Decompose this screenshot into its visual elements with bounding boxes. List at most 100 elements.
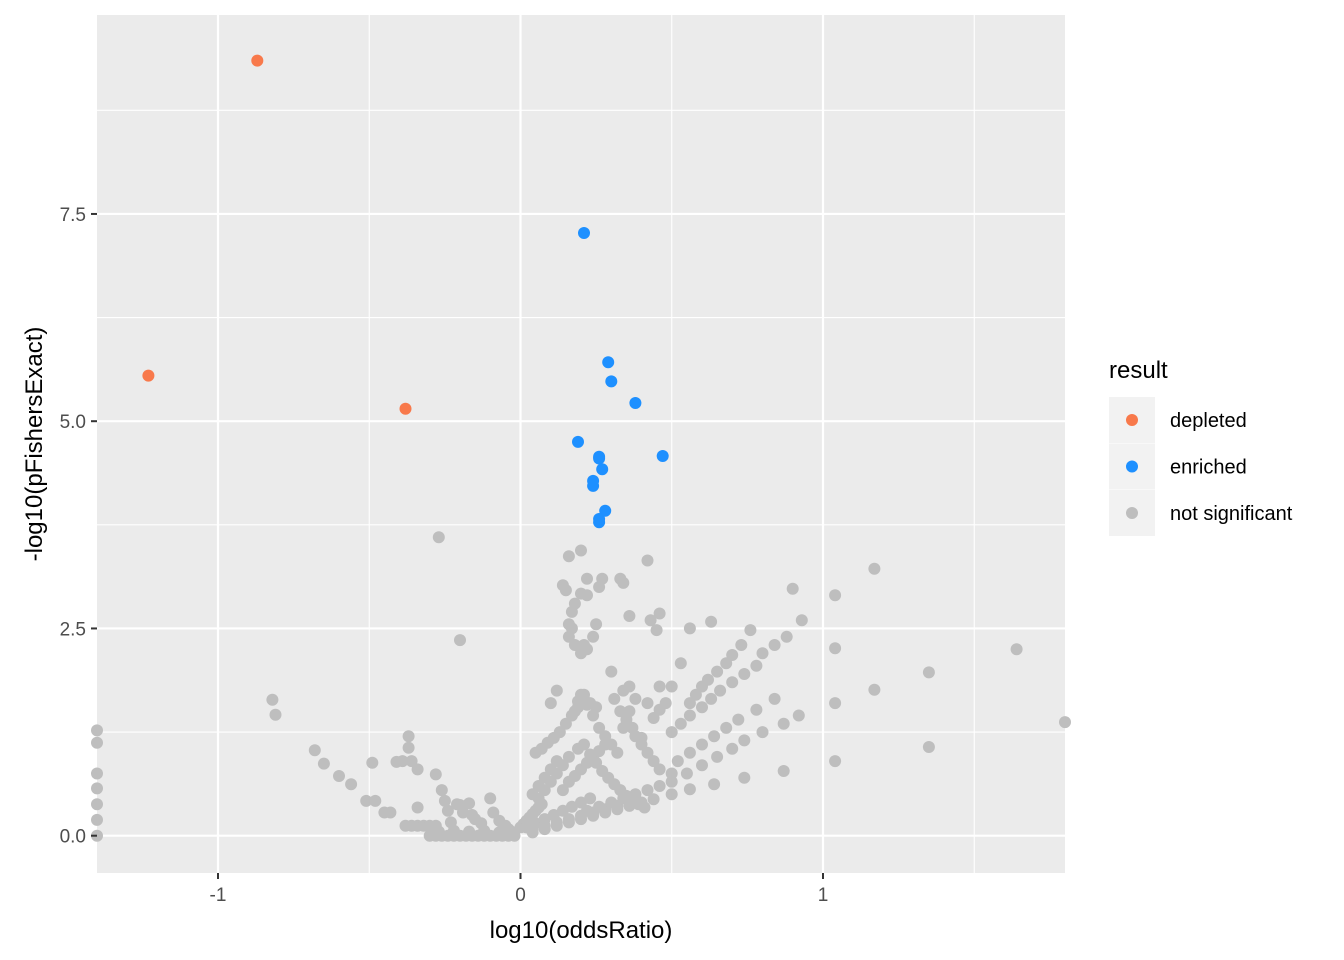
point-depleted (142, 369, 155, 382)
point-not-significant (550, 684, 563, 697)
point-not-significant (611, 803, 624, 816)
point-not-significant (795, 614, 808, 627)
point-not-significant (750, 659, 763, 672)
point-not-significant (508, 829, 521, 842)
point-not-significant (641, 554, 654, 567)
point-not-significant (720, 657, 733, 670)
point-not-significant (647, 755, 660, 768)
point-not-significant (735, 639, 748, 651)
point-not-significant (493, 826, 506, 839)
point-not-significant (653, 763, 666, 776)
point-not-significant (91, 782, 103, 795)
point-not-significant (786, 582, 799, 595)
point-not-significant (702, 673, 714, 686)
point-not-significant (384, 806, 397, 819)
point-enriched (578, 227, 590, 239)
point-not-significant (777, 717, 790, 730)
legend-label: enriched (1170, 457, 1247, 479)
point-not-significant (641, 784, 654, 797)
legend-label: depleted (1170, 410, 1247, 432)
data-points (91, 54, 1071, 842)
point-not-significant (738, 734, 751, 747)
point-not-significant (581, 572, 593, 585)
point-not-significant (711, 665, 724, 678)
x-axis: -1 0 1 (210, 873, 828, 906)
point-enriched (572, 435, 584, 448)
point-not-significant (792, 709, 805, 722)
point-not-significant (538, 771, 551, 784)
point-not-significant (705, 692, 718, 705)
point-not-significant (91, 736, 103, 749)
point-not-significant (562, 630, 575, 643)
point-not-significant (590, 618, 603, 631)
point-enriched (602, 356, 615, 369)
point-not-significant (647, 712, 660, 724)
point-enriched (599, 504, 612, 517)
point-not-significant (366, 756, 379, 769)
point-enriched (605, 375, 618, 388)
point-not-significant (565, 800, 578, 813)
point-not-significant (714, 684, 727, 697)
point-not-significant (553, 726, 566, 739)
point-not-significant (360, 794, 373, 807)
point-not-significant (599, 730, 612, 743)
point-not-significant (620, 713, 633, 726)
point-not-significant (402, 730, 415, 743)
point-not-significant (91, 767, 103, 780)
y-tick-label: 5.0 (60, 412, 86, 433)
point-not-significant (756, 647, 769, 660)
point-not-significant (653, 607, 666, 620)
point-not-significant (726, 676, 739, 689)
point-not-significant (484, 792, 497, 805)
minor-gridlines (66, 15, 1065, 873)
point-not-significant (532, 780, 545, 792)
legend-label: not significant (1170, 503, 1293, 525)
point-not-significant (544, 763, 557, 776)
point-not-significant (696, 701, 708, 714)
point-not-significant (587, 630, 600, 643)
x-tick-label: -1 (210, 885, 227, 906)
point-not-significant (317, 757, 330, 770)
point-not-significant (266, 693, 279, 706)
point-not-significant (680, 767, 693, 780)
point-not-significant (868, 562, 881, 575)
point-not-significant (269, 708, 282, 721)
point-enriched (587, 479, 600, 492)
point-not-significant (369, 794, 382, 807)
point-not-significant (432, 531, 445, 544)
point-not-significant (599, 806, 612, 819)
point-not-significant (665, 767, 678, 780)
point-not-significant (683, 697, 696, 710)
point-not-significant (922, 666, 935, 679)
point-not-significant (441, 804, 454, 817)
point-not-significant (559, 717, 572, 730)
point-not-significant (696, 738, 708, 751)
point-not-significant (653, 780, 666, 792)
point-not-significant (447, 824, 460, 837)
point-not-significant (596, 572, 609, 585)
y-tick-label: 2.5 (60, 619, 86, 640)
point-not-significant (756, 726, 769, 739)
point-not-significant (829, 697, 842, 710)
point-enriched (593, 452, 606, 465)
point-not-significant (705, 615, 718, 628)
point-not-significant (605, 665, 618, 678)
point-not-significant (463, 825, 476, 838)
point-not-significant (556, 784, 569, 797)
point-not-significant (396, 755, 409, 768)
point-not-significant (438, 794, 451, 807)
point-not-significant (829, 642, 842, 655)
point-not-significant (581, 589, 593, 602)
point-not-significant (683, 709, 696, 722)
point-not-significant (432, 825, 445, 838)
point-not-significant (641, 746, 654, 759)
point-not-significant (720, 721, 733, 734)
point-not-significant (726, 649, 739, 661)
point-not-significant (647, 793, 660, 806)
point-not-significant (626, 721, 639, 734)
point-not-significant (611, 746, 624, 759)
point-not-significant (653, 680, 666, 693)
point-not-significant (829, 589, 842, 602)
point-not-significant (454, 634, 466, 647)
